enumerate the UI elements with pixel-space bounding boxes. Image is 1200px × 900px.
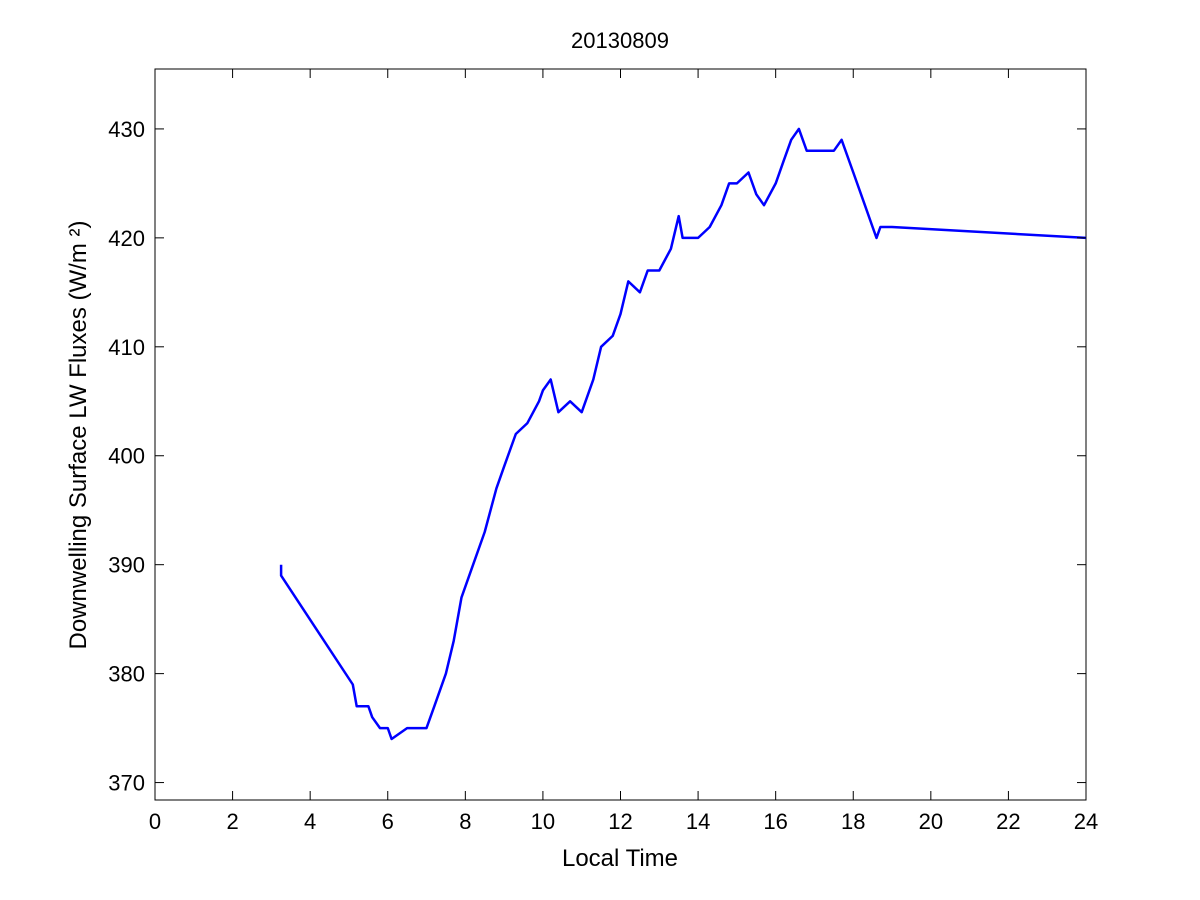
- y-tick-label: 410: [108, 335, 145, 360]
- y-tick-label: 430: [108, 117, 145, 142]
- x-tick-label: 2: [226, 809, 238, 834]
- x-tick-label: 12: [608, 809, 632, 834]
- chart-title: 20130809: [571, 28, 669, 53]
- data-series-line: [279, 127, 1087, 741]
- y-ticks: 370 380 390 400 410 420 430: [108, 117, 1086, 796]
- x-tick-label: 0: [149, 809, 161, 834]
- y-tick-label: 390: [108, 553, 145, 578]
- x-tick-label: 8: [459, 809, 471, 834]
- x-tick-label: 22: [996, 809, 1020, 834]
- plot-area: [154, 68, 1087, 801]
- x-tick-label: 20: [919, 809, 943, 834]
- x-tick-label: 10: [531, 809, 555, 834]
- x-axis-label: Local Time: [562, 845, 678, 872]
- x-tick-label: 14: [686, 809, 710, 834]
- x-tick-label: 18: [841, 809, 865, 834]
- y-tick-label: 400: [108, 444, 145, 469]
- x-tick-label: 16: [763, 809, 787, 834]
- y-tick-label: 380: [108, 662, 145, 687]
- y-axis-label: Downwelling Surface LW Fluxes (W/m ²): [65, 221, 92, 650]
- x-tick-label: 6: [382, 809, 394, 834]
- x-tick-label: 4: [304, 809, 316, 834]
- x-tick-label: 24: [1074, 809, 1098, 834]
- y-tick-label: 370: [108, 771, 145, 796]
- axes-box: [154, 68, 1087, 801]
- x-ticks: 0 2 4 6 8 10 12 14 16 18 20 22 24: [149, 69, 1098, 834]
- y-tick-label: 420: [108, 226, 145, 251]
